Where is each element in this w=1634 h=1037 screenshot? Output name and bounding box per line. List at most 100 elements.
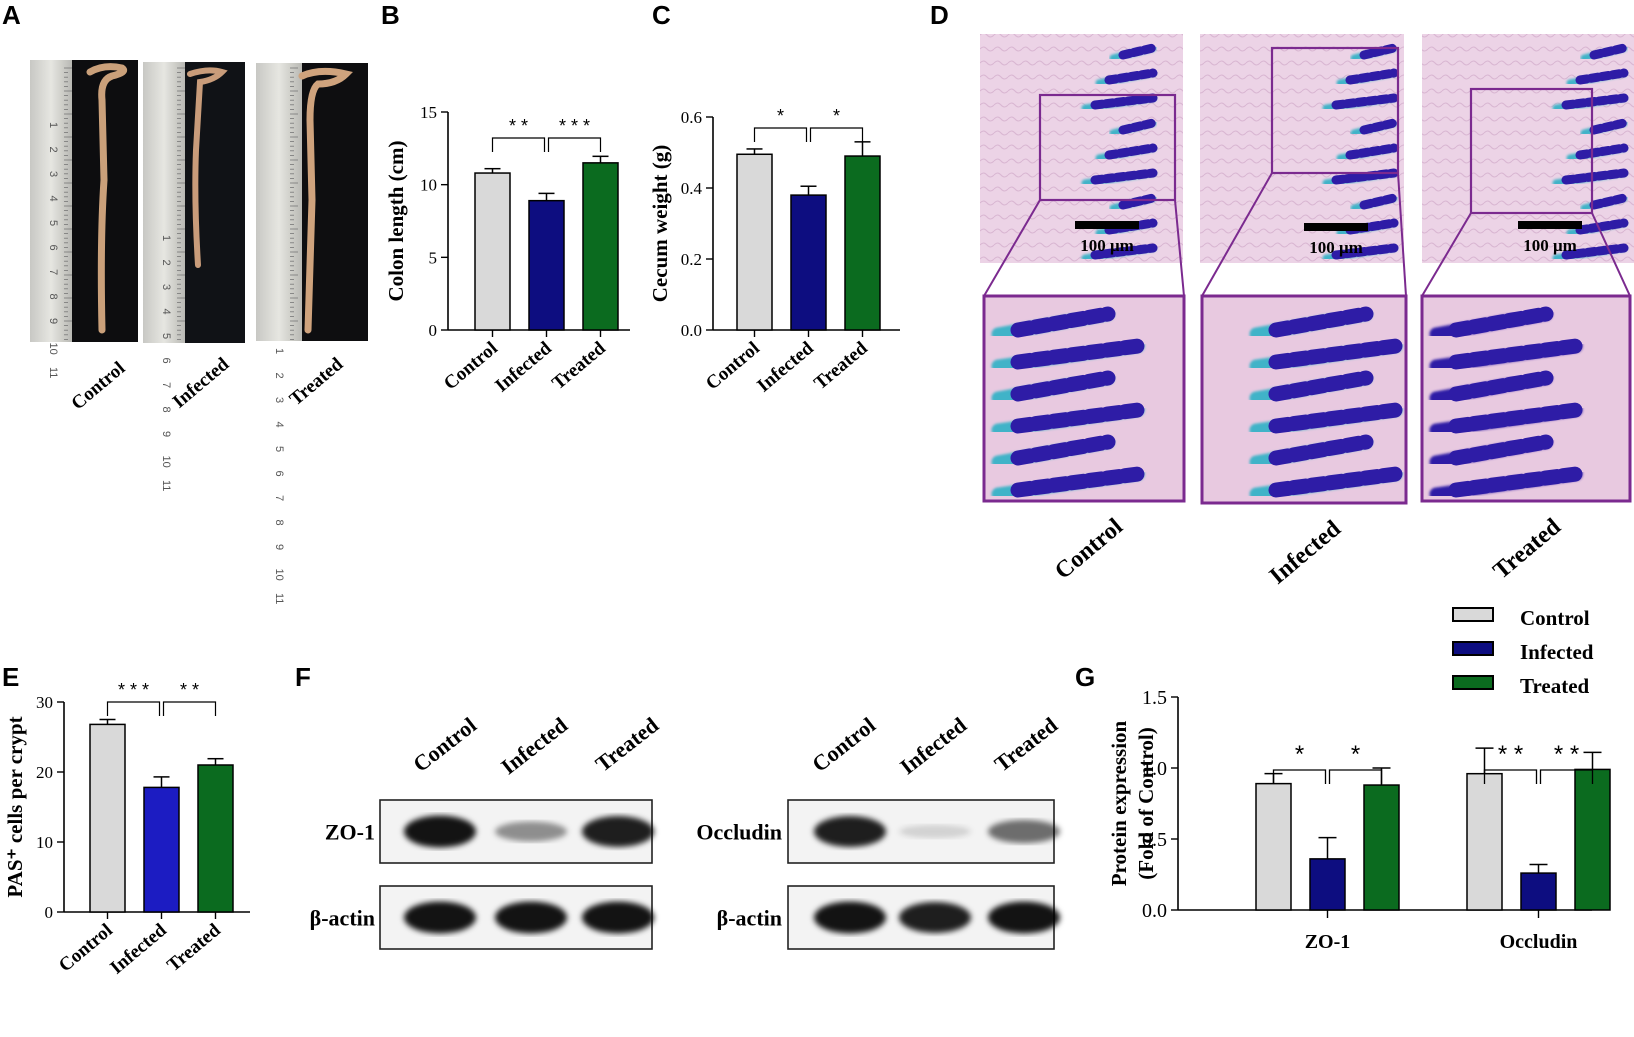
significance-bracket xyxy=(491,137,546,152)
ruler-number: 7 xyxy=(160,382,172,388)
y-tick-label: 0.5 xyxy=(1142,829,1167,851)
zoom-crypt-blue xyxy=(1010,338,1146,370)
significance-label: * * * xyxy=(118,680,149,700)
panel-d-histology: 100 μm Control 100 μm Infected 100 μm Treated xyxy=(980,34,1634,590)
significance-bracket xyxy=(1328,769,1383,784)
legend-swatch-control xyxy=(1452,607,1494,622)
y-axis-label: Colon length (cm) xyxy=(384,141,408,302)
panel-letter-g: G xyxy=(1075,662,1095,692)
zoom-box xyxy=(1270,46,1400,175)
zoom-crypt-blue xyxy=(1010,402,1146,434)
bar-infected xyxy=(790,194,827,331)
zoom-crypt-blue xyxy=(1268,306,1374,338)
y-tick-label: 10 xyxy=(36,833,53,852)
bar-infected xyxy=(528,199,565,331)
bar-infected xyxy=(1520,872,1557,911)
significance-label: * xyxy=(833,106,840,126)
y-axis-label: PAS⁺ cells per crypt xyxy=(3,716,27,897)
blot-band xyxy=(404,901,476,934)
legend-label: Infected xyxy=(1520,640,1594,664)
loading-blot: β-actin xyxy=(310,885,654,950)
x-tick-label: Control xyxy=(440,338,502,395)
blot-label: Occludin xyxy=(696,820,782,845)
loading-blot: β-actin xyxy=(717,885,1060,950)
bar-infected xyxy=(143,786,180,913)
ruler-number: 2 xyxy=(160,260,172,266)
ruler-number: 10 xyxy=(47,343,59,355)
significance-bracket xyxy=(753,127,808,142)
zoom-crypt-blue xyxy=(1448,402,1584,434)
zoom-connector xyxy=(1591,212,1631,297)
bar-control xyxy=(1466,772,1503,911)
target-blot: ZO-1 xyxy=(325,799,654,864)
significance-bracket xyxy=(547,137,602,152)
colon-photo-infected xyxy=(143,62,245,343)
bar-control xyxy=(474,172,511,331)
ruler-number: 2 xyxy=(47,147,59,153)
photo-label-infected: Infected xyxy=(169,353,234,412)
significance-bracket xyxy=(1272,769,1327,784)
x-tick-label: Control xyxy=(55,920,117,977)
ruler-number: 1 xyxy=(273,348,285,354)
crypt-blue xyxy=(1589,43,1629,60)
y-tick-label: 0.2 xyxy=(681,250,702,269)
crypt-blue xyxy=(1589,118,1629,135)
crypt-blue xyxy=(1561,168,1629,185)
histology-panel-control: 100 μm Control xyxy=(980,34,1186,585)
bar-treated xyxy=(1363,784,1400,911)
zoom-connector xyxy=(983,199,1041,297)
zoom-crypt-blue xyxy=(1010,306,1116,338)
panel-letter-b: B xyxy=(381,0,400,30)
histology-label: Control xyxy=(1050,513,1128,584)
zoom-frame xyxy=(1420,294,1632,503)
x-tick-label: Infected xyxy=(491,337,556,396)
blot-band xyxy=(814,901,886,934)
y-tick-label: 1.5 xyxy=(1142,687,1167,709)
bar-treated xyxy=(844,155,881,331)
y-axis-label: Protein expression xyxy=(1107,720,1131,886)
lane-label: Infected xyxy=(895,712,971,779)
ruler-number: 9 xyxy=(47,318,59,324)
ruler-number: 10 xyxy=(273,569,285,581)
x-tick-label: Treated xyxy=(810,337,872,394)
lane-label: Control xyxy=(408,712,481,777)
y-tick-label: 20 xyxy=(36,763,53,782)
y-tick-label: 10 xyxy=(420,176,437,195)
panel-letter-d: D xyxy=(930,0,949,30)
lane-label: Infected xyxy=(496,712,572,779)
crypt-blue xyxy=(1359,118,1399,135)
ruler-number: 4 xyxy=(47,196,59,202)
bar-control xyxy=(1255,782,1292,911)
significance-label: * * xyxy=(1554,741,1579,768)
target-blot: Occludin xyxy=(696,799,1060,864)
crypt-blue xyxy=(1331,168,1399,185)
ruler-number: 10 xyxy=(160,456,172,468)
colon-photo-control xyxy=(30,60,138,342)
legend-swatch-infected xyxy=(1452,641,1494,656)
zoom-crypt-blue xyxy=(1268,370,1374,402)
x-tick-label: Occludin xyxy=(1500,931,1578,953)
blot-band xyxy=(404,815,476,848)
lane-label: Treated xyxy=(591,712,664,776)
x-tick-label: Treated xyxy=(163,919,225,976)
y-tick-label: 0.0 xyxy=(681,321,702,340)
zoom-frame xyxy=(982,294,1186,503)
scale-bar-label: 100 μm xyxy=(1523,236,1577,255)
crypt-blue xyxy=(1345,143,1399,160)
y-tick-label: 15 xyxy=(420,103,437,122)
y-axis-label: Cecum weight (g) xyxy=(648,145,672,302)
ruler-number: 7 xyxy=(47,269,59,275)
ruler-number: 9 xyxy=(160,431,172,437)
panel-f-western-blots: Control Infected TreatedZO-1β-actinControl… xyxy=(310,712,1062,950)
ruler-number: 1 xyxy=(47,122,59,128)
crypt-blue xyxy=(1575,218,1629,235)
chart-colon-length: 0 5 10 15 Colon length (cm) ControlInfectedTr… xyxy=(384,103,630,397)
crypt-blue xyxy=(1104,68,1158,85)
zoom-crypt-blue xyxy=(1010,466,1146,498)
ruler-number: 11 xyxy=(273,593,285,604)
ruler-number: 4 xyxy=(160,309,172,315)
crypt-blue xyxy=(1561,93,1629,110)
panel-letter-c: C xyxy=(652,0,671,30)
ruler-number: 6 xyxy=(160,358,172,364)
